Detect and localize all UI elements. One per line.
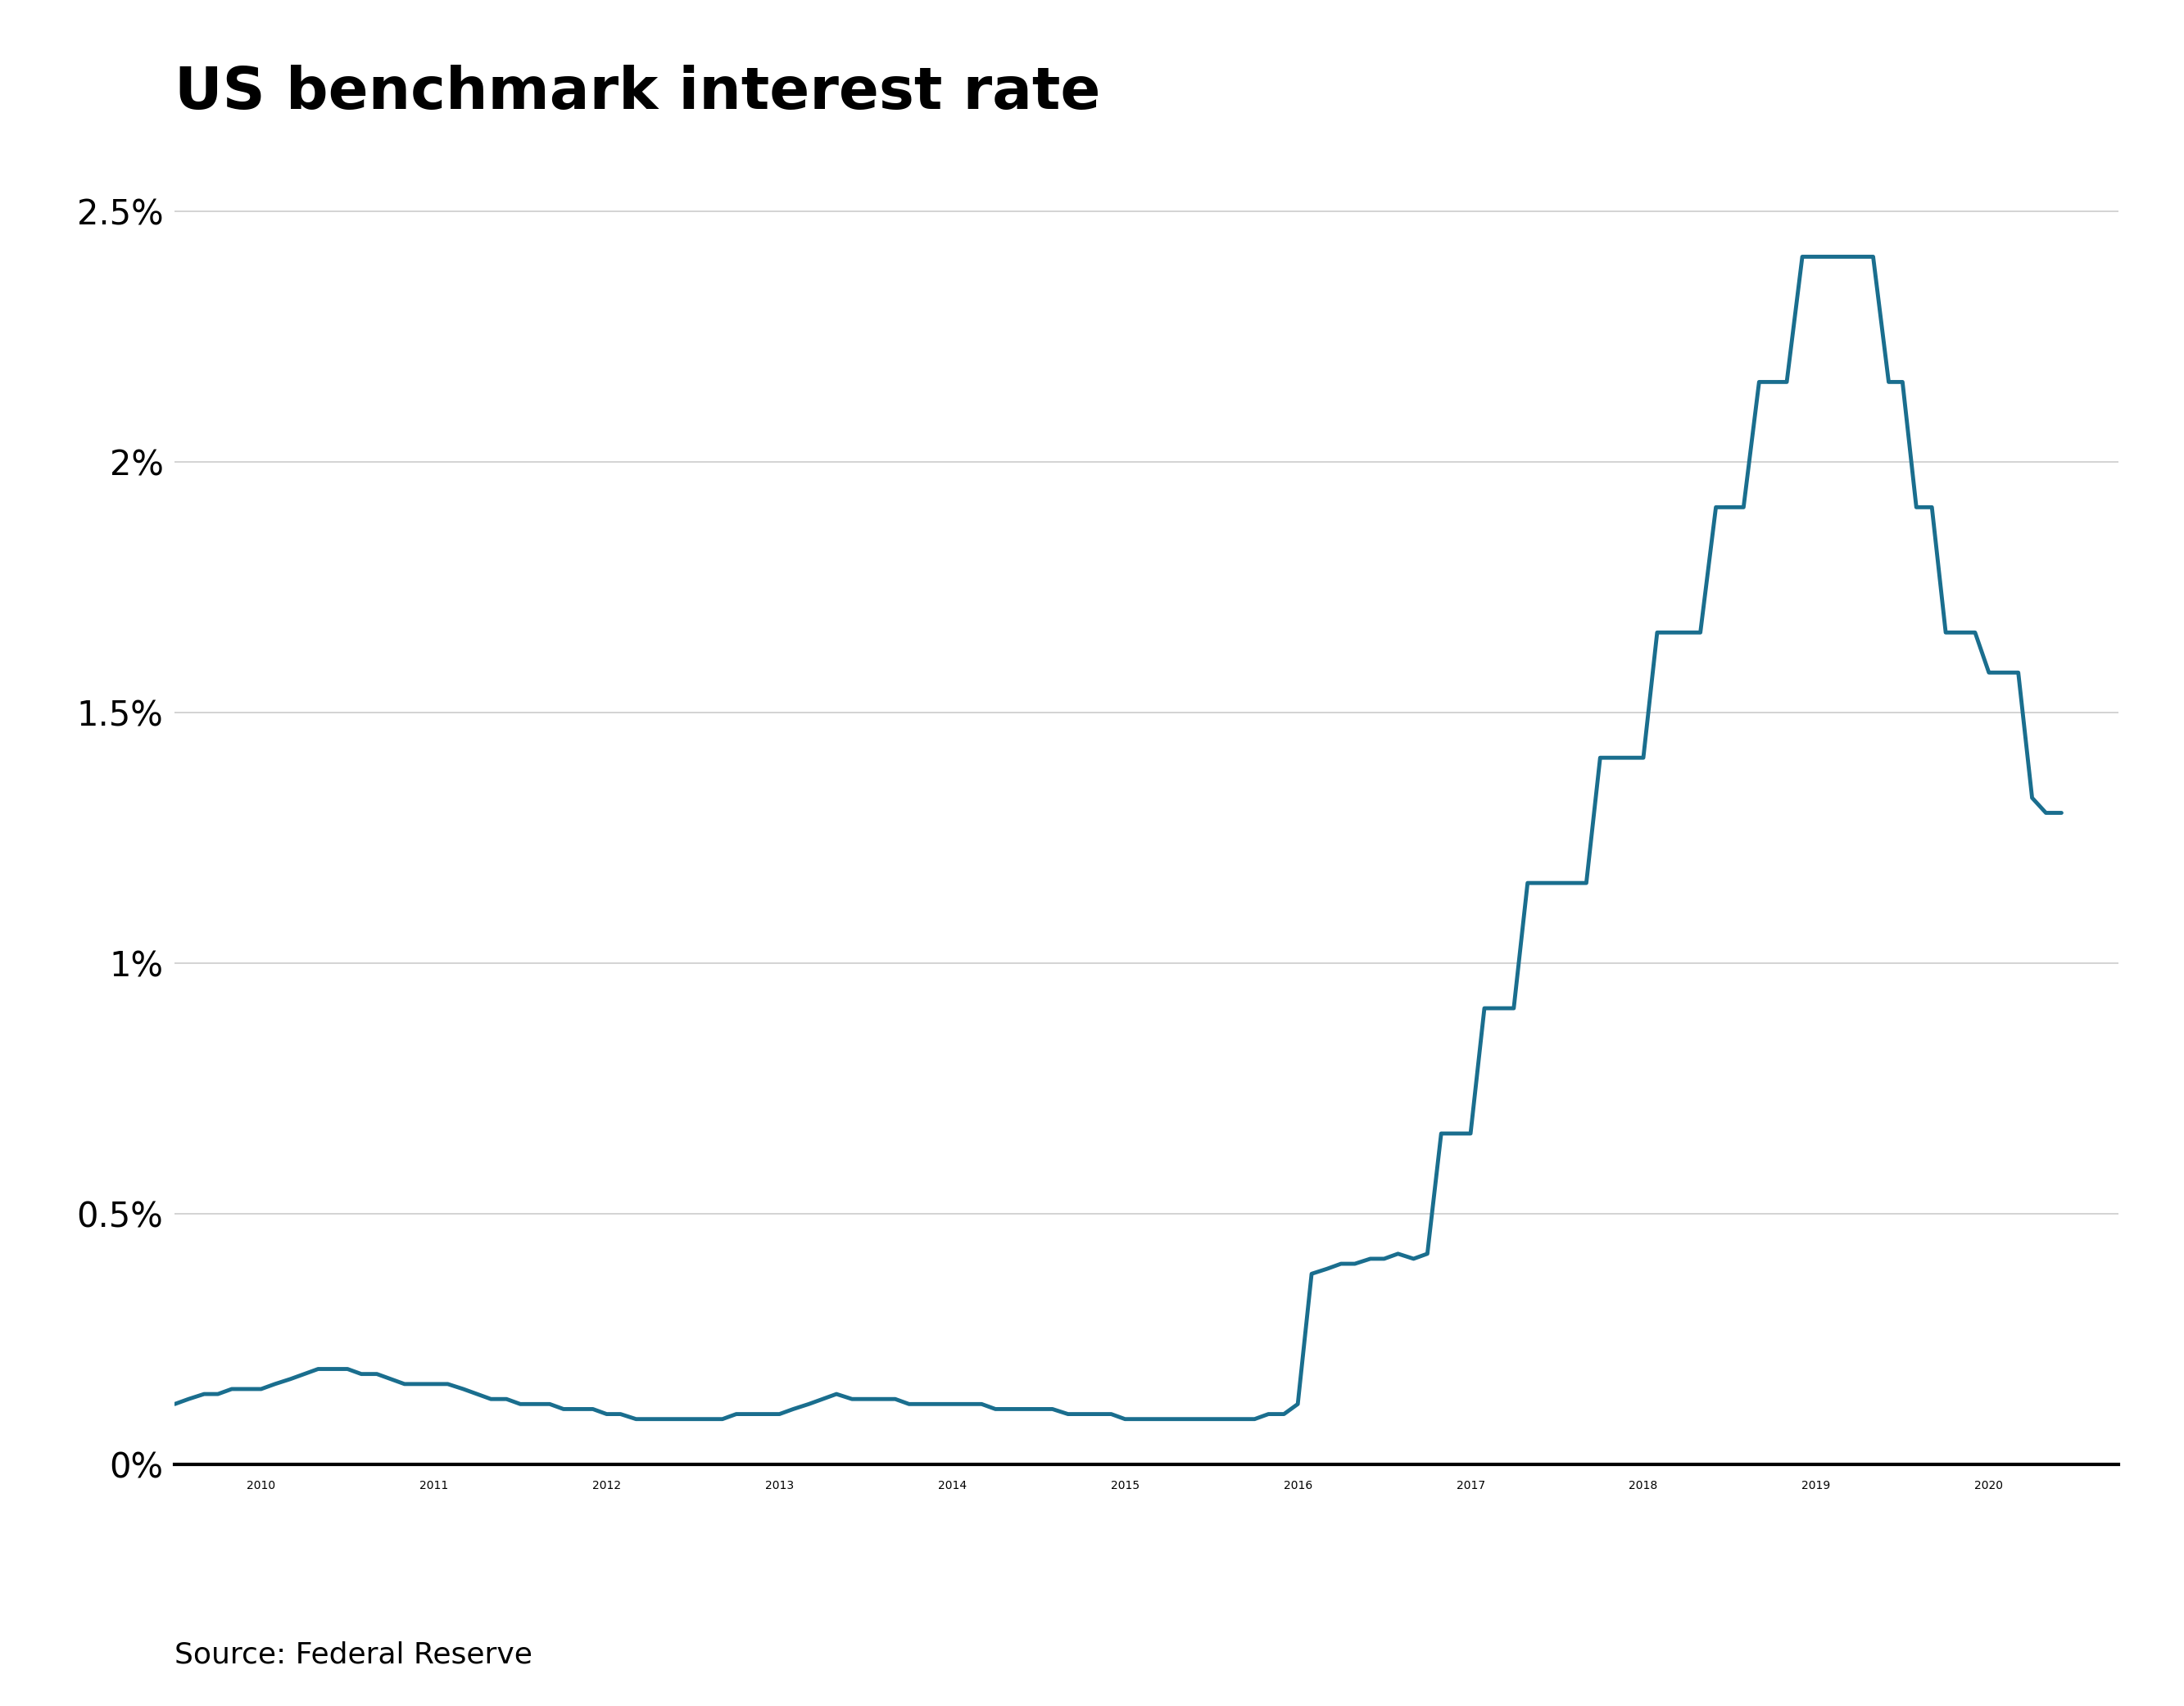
Text: US benchmark interest rate: US benchmark interest rate [175, 65, 1101, 121]
Text: Source: Federal Reserve: Source: Federal Reserve [175, 1641, 533, 1668]
Text: BBC: BBC [1970, 1622, 2038, 1651]
